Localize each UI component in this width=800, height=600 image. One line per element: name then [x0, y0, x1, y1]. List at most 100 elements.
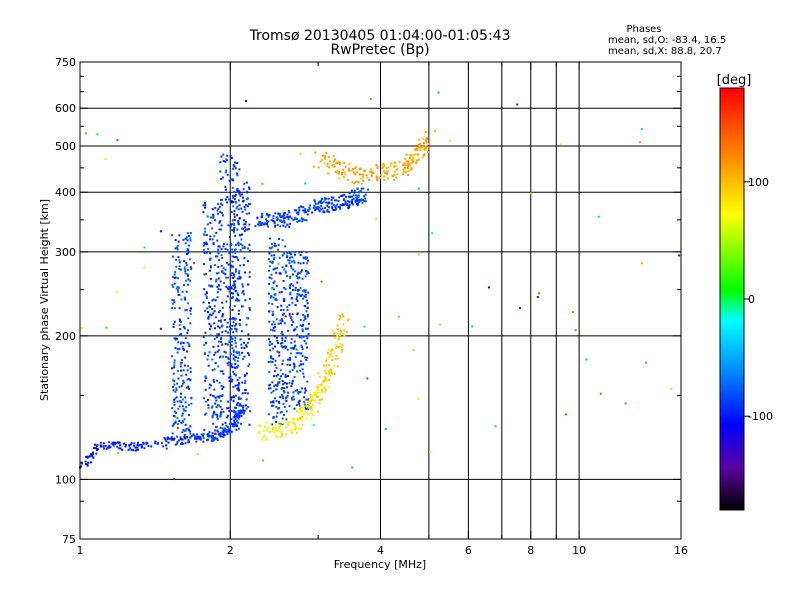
echo-point [225, 431, 228, 434]
echo-point [175, 265, 178, 268]
echo-point [241, 285, 244, 288]
echo-point [234, 412, 237, 415]
echo-point [113, 441, 116, 444]
echo-point [297, 261, 300, 264]
echo-point [277, 423, 280, 426]
echo-point [214, 402, 217, 405]
echo-point [182, 284, 185, 287]
echo-point [217, 245, 220, 248]
echo-point [229, 328, 232, 331]
echo-point [203, 309, 206, 312]
echo-point [272, 296, 275, 299]
echo-point [173, 398, 176, 401]
echo-point [236, 187, 239, 190]
echo-point [187, 364, 190, 367]
echo-point [290, 347, 293, 350]
echo-point [112, 441, 115, 444]
echo-point [297, 213, 300, 216]
echo-point [140, 443, 143, 446]
echo-point [276, 385, 279, 388]
echo-point [233, 305, 236, 308]
echo-point [234, 339, 237, 342]
echo-point [228, 380, 231, 383]
echo-point [293, 375, 296, 378]
echo-point [293, 366, 296, 369]
echo-point [218, 310, 221, 313]
echo-point [217, 433, 220, 436]
echo-point [323, 155, 326, 158]
echo-point [209, 257, 212, 260]
echo-point [190, 402, 193, 405]
echo-point [271, 323, 274, 326]
echo-point [173, 403, 176, 406]
echo-point [221, 343, 224, 346]
echo-point [279, 319, 282, 322]
echo-point [209, 384, 212, 387]
echo-point [173, 364, 176, 367]
echo-point [237, 427, 240, 430]
echo-point [105, 447, 108, 450]
echo-point [187, 252, 190, 255]
echo-point [274, 359, 277, 362]
echo-point [232, 423, 235, 426]
echo-point [274, 326, 277, 329]
echo-point [248, 249, 251, 252]
echo-point [640, 127, 643, 130]
echo-point [265, 218, 268, 221]
echo-point [170, 367, 173, 370]
echo-point [358, 191, 361, 194]
echo-point [206, 311, 209, 314]
echo-point [226, 321, 229, 324]
echo-point [292, 218, 295, 221]
echo-point [185, 308, 188, 311]
echo-point [215, 280, 218, 283]
echo-point [272, 401, 275, 404]
echo-point [357, 194, 360, 197]
echo-point [235, 428, 238, 431]
echo-point [207, 315, 210, 318]
echo-point [320, 388, 323, 391]
echo-point [270, 242, 273, 245]
echo-point [304, 317, 307, 320]
echo-point [233, 213, 236, 216]
echo-point [292, 284, 295, 287]
echo-point [289, 352, 292, 355]
echo-point [284, 245, 287, 248]
echo-point [240, 207, 243, 210]
echo-point [411, 154, 414, 157]
echo-point [287, 210, 290, 213]
echo-point [213, 305, 216, 308]
echo-point [302, 313, 305, 316]
echo-point [296, 432, 299, 435]
echo-point [241, 233, 244, 236]
echo-point [285, 421, 288, 424]
echo-point [183, 260, 186, 263]
echo-point [239, 194, 242, 197]
echo-point [178, 419, 181, 422]
echo-point [416, 148, 419, 151]
echo-point [211, 358, 214, 361]
echo-point [417, 253, 420, 256]
echo-point [241, 247, 244, 250]
echo-point [298, 251, 301, 254]
echo-point [282, 224, 285, 227]
echo-point [297, 391, 300, 394]
echo-point [285, 397, 288, 400]
echo-point [295, 326, 298, 329]
echo-point [175, 396, 178, 399]
echo-point [217, 311, 220, 314]
echo-point [178, 268, 181, 271]
echo-point [237, 222, 240, 225]
echo-point [271, 303, 274, 306]
x-tick-label: 4 [377, 544, 384, 557]
echo-point [221, 427, 224, 430]
echo-point [96, 133, 99, 136]
echo-point [298, 336, 301, 339]
echo-point [342, 323, 345, 326]
echo-point [217, 250, 220, 253]
echo-point [336, 203, 339, 206]
echo-point [203, 273, 206, 276]
echo-point [225, 285, 228, 288]
echo-point [347, 200, 350, 203]
